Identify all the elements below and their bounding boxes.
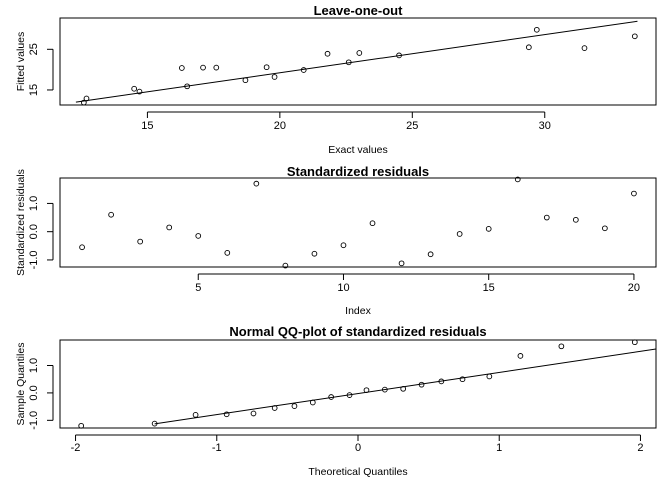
x-tick-label: 5 (195, 282, 201, 294)
y-tick-label: 1.0 (28, 358, 40, 373)
data-point (166, 224, 173, 231)
data-point (602, 225, 608, 232)
data-point (184, 83, 190, 90)
data-point (78, 422, 85, 429)
y-axis-label: Sample Quantiles (15, 343, 27, 426)
data-point (200, 64, 206, 71)
x-tick-label: 10 (337, 282, 349, 294)
y-tick-label: 1.0 (28, 196, 40, 211)
data-point (151, 420, 158, 427)
data-point (543, 214, 550, 221)
x-tick-label: 30 (539, 120, 551, 132)
x-tick-label: -1 (212, 442, 222, 454)
data-point (381, 386, 388, 393)
data-point (486, 373, 493, 380)
data-point (400, 385, 407, 392)
data-point (223, 411, 230, 418)
data-point (178, 65, 185, 71)
data-point (136, 88, 143, 95)
x-tick-label: 20 (274, 120, 286, 132)
data-point (514, 176, 521, 183)
x-axis-label: Theoretical Quantiles (308, 466, 407, 478)
data-point (485, 226, 492, 232)
data-point (340, 242, 347, 249)
data-point (346, 392, 353, 398)
data-point (324, 50, 331, 57)
y-tick-label: -1.0 (28, 250, 40, 269)
data-point (271, 405, 278, 411)
data-point (438, 378, 445, 385)
data-point (363, 387, 370, 394)
data-point (456, 231, 463, 237)
chart-title: Standardized residuals (287, 164, 429, 179)
y-tick-label: 15 (28, 84, 40, 96)
chart-title: Normal QQ-plot of standardized residuals (229, 324, 486, 339)
x-axis-label: Exact values (328, 144, 388, 156)
data-point (309, 399, 316, 406)
data-point (213, 64, 220, 71)
data-point (581, 45, 588, 51)
data-point (328, 394, 335, 400)
data-point (459, 376, 466, 383)
x-tick-label: 20 (628, 282, 640, 294)
plot-frame (59, 17, 657, 106)
data-point (224, 250, 231, 256)
data-point (282, 262, 289, 269)
y-tick-label: 25 (28, 43, 40, 55)
panel-loo: Leave-one-out 15 20 25 30 15 25 Exact values Fit… (15, 3, 657, 156)
x-tick-label: 25 (406, 120, 418, 132)
data-point (263, 64, 270, 71)
data-point (250, 410, 257, 417)
data-point (192, 411, 199, 418)
data-point (526, 44, 532, 51)
panel-resid: Standardized residuals 5 10 15 20 -1.0 0.0 1.0 I… (15, 164, 657, 317)
y-axis-label: Fitted values (15, 32, 27, 92)
chart-title: Leave-one-out (314, 3, 404, 18)
data-point (572, 216, 579, 223)
reference-line (75, 20, 638, 103)
data-point (242, 77, 249, 84)
x-tick-label: 1 (496, 442, 502, 454)
panel-qq: Normal QQ-plot of standardized residuals… (15, 324, 657, 478)
data-point (80, 99, 87, 106)
x-tick-label: 15 (141, 120, 153, 132)
data-point (79, 244, 85, 251)
data-point (291, 403, 298, 409)
data-point (311, 250, 318, 257)
plot-frame (59, 339, 657, 429)
data-point (517, 353, 524, 359)
data-point (271, 74, 278, 80)
data-point (558, 343, 565, 350)
data-point (108, 211, 114, 218)
data-point (300, 67, 307, 73)
data-point (396, 52, 402, 59)
y-tick-label: -1.0 (28, 411, 40, 430)
x-tick-label: 0 (355, 442, 361, 454)
data-point (195, 233, 202, 239)
data-point (137, 238, 144, 245)
y-axis-label: Standardized residuals (15, 169, 27, 276)
data-point (533, 26, 540, 33)
plot-frame (59, 177, 657, 268)
x-axis-label: Index (345, 305, 371, 317)
data-point (631, 190, 637, 197)
x-tick-label: -2 (71, 442, 81, 454)
x-tick-label: 2 (637, 442, 643, 454)
y-tick-label: 0.0 (28, 224, 40, 239)
data-point (398, 260, 405, 267)
data-point (83, 95, 90, 102)
data-point (369, 220, 376, 227)
data-point (131, 85, 138, 92)
y-tick-label: 0.0 (28, 385, 40, 400)
data-point (356, 50, 363, 56)
data-point (253, 180, 260, 187)
data-point (631, 339, 638, 346)
reference-line (154, 348, 657, 425)
x-tick-label: 15 (483, 282, 495, 294)
data-point (631, 33, 638, 40)
data-point (418, 381, 425, 388)
data-point (427, 251, 434, 258)
data-point (345, 59, 352, 66)
